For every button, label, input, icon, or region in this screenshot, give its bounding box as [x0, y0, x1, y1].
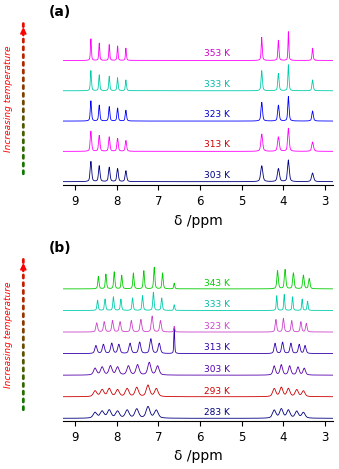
Text: 283 K: 283 K — [204, 408, 230, 417]
Text: 313 K: 313 K — [204, 140, 230, 149]
Text: 303 K: 303 K — [204, 171, 230, 180]
Text: Increasing temperature: Increasing temperature — [4, 45, 13, 152]
Text: 333 K: 333 K — [204, 80, 230, 89]
Text: 313 K: 313 K — [204, 343, 230, 353]
Text: 323 K: 323 K — [204, 322, 230, 331]
X-axis label: δ /ppm: δ /ppm — [174, 449, 222, 463]
Text: (a): (a) — [49, 5, 71, 19]
Text: 323 K: 323 K — [204, 110, 230, 119]
Text: 353 K: 353 K — [204, 49, 230, 58]
Text: 333 K: 333 K — [204, 300, 230, 310]
Text: (b): (b) — [49, 241, 72, 255]
Text: 293 K: 293 K — [204, 386, 230, 396]
Text: 303 K: 303 K — [204, 365, 230, 374]
Text: 343 K: 343 K — [204, 279, 230, 288]
Text: Increasing temperature: Increasing temperature — [4, 281, 13, 388]
X-axis label: δ /ppm: δ /ppm — [174, 213, 222, 227]
